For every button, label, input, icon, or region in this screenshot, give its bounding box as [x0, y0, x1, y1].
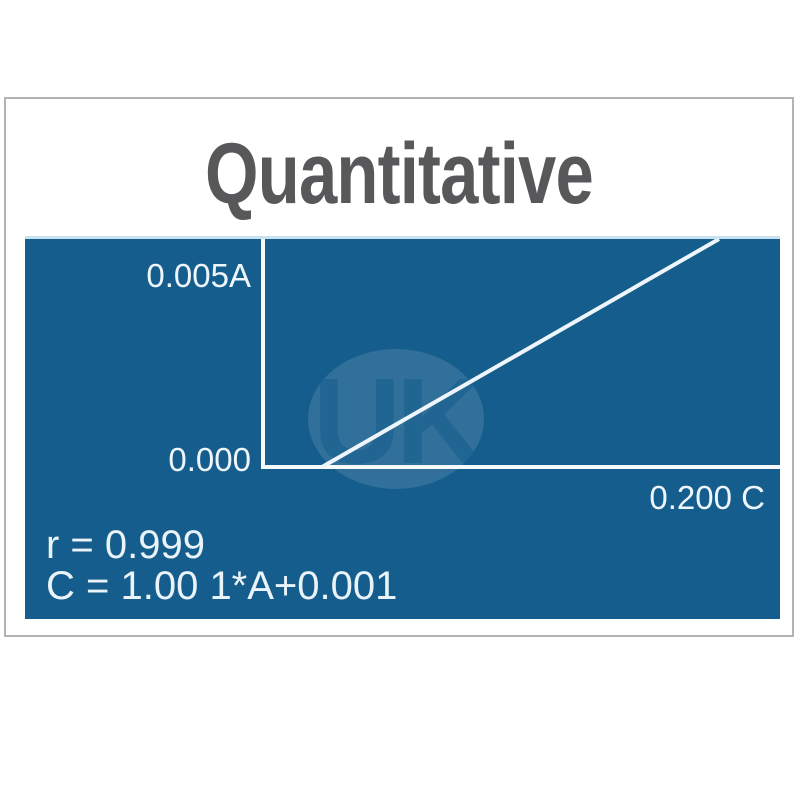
x-axis-max-label: 0.200 C	[649, 479, 765, 516]
calibration-line	[321, 239, 720, 469]
stat-equation: C = 1.00 1*A+0.001	[46, 564, 398, 608]
device-screen-card: Quantitative UK 0.005A 0.000 0.200 C r =…	[4, 97, 794, 637]
stats-block: r = 0.999 C = 1.00 1*A+0.001	[46, 525, 397, 607]
page-title: Quantitative	[205, 126, 594, 222]
stat-correlation: r = 0.999	[46, 523, 206, 567]
calibration-plot: UK	[261, 239, 780, 489]
y-axis-min-label: 0.000	[168, 441, 251, 478]
y-axis-max-label: 0.005A	[146, 257, 251, 294]
chart-panel: UK 0.005A 0.000 0.200 C r = 0.999 C = 1.…	[25, 236, 780, 619]
plot-axes	[261, 239, 780, 469]
watermark-ellipse-icon	[308, 349, 484, 489]
